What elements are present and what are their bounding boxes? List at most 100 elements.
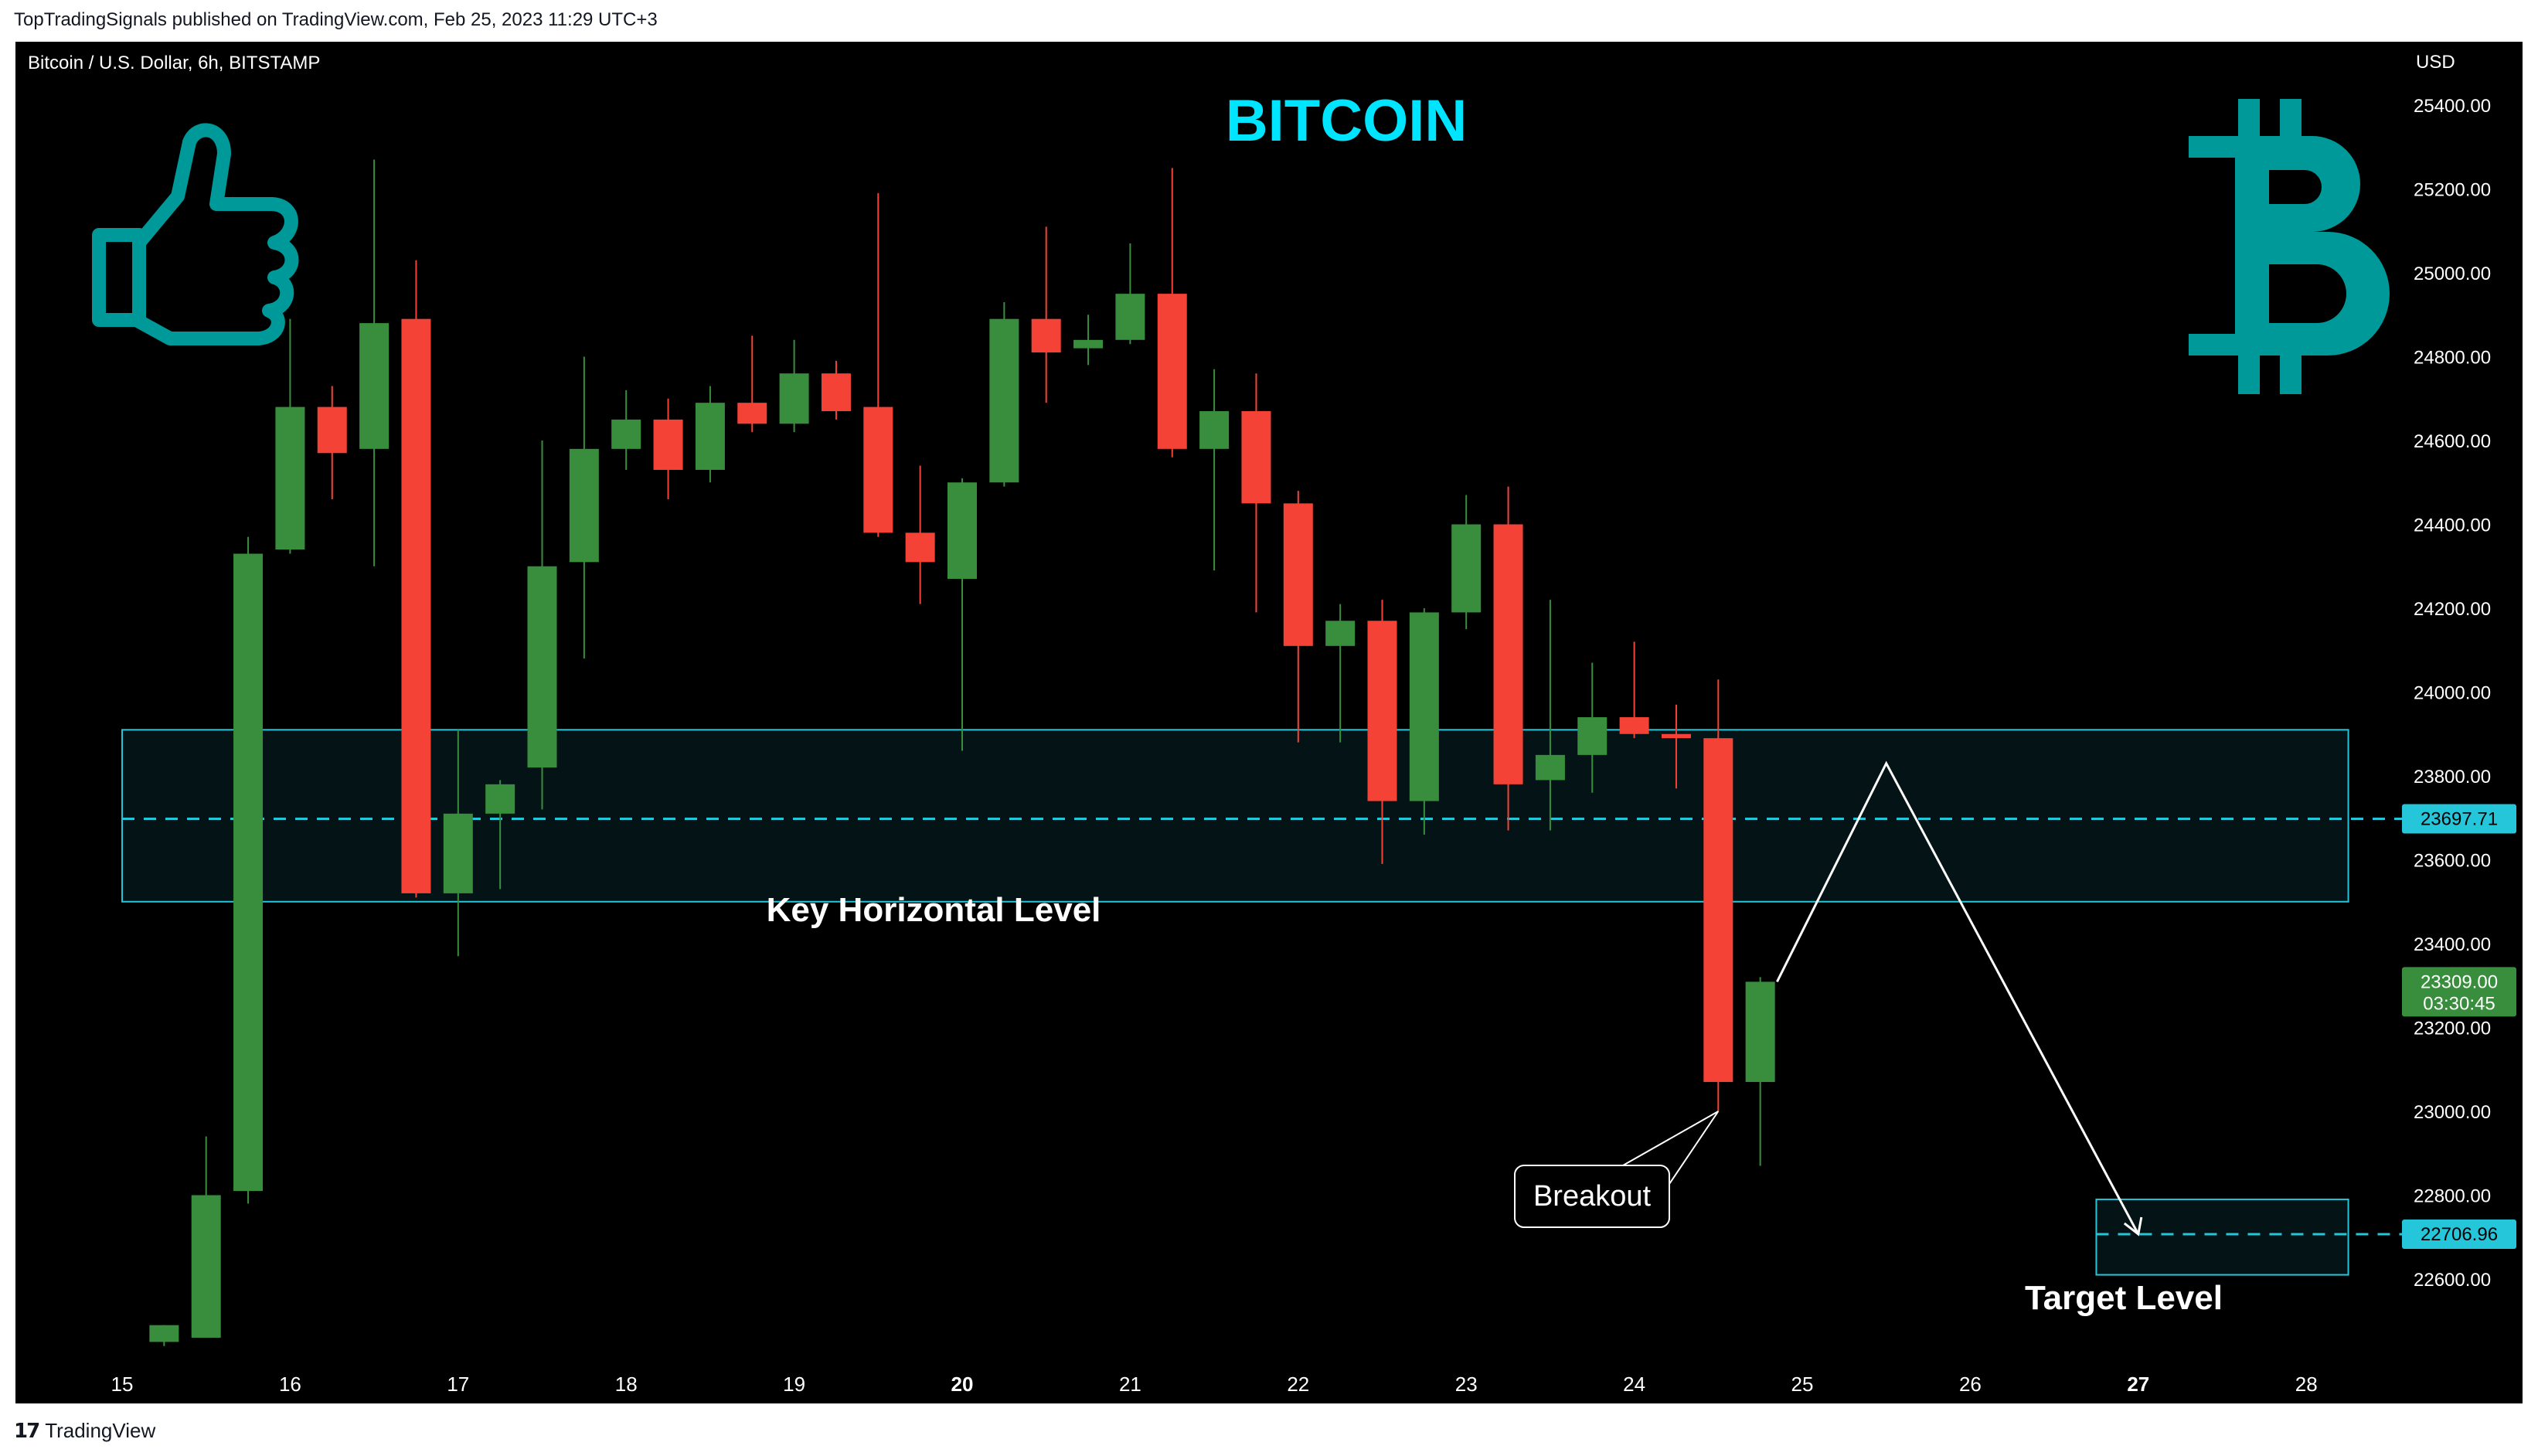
x-tick-label: 19: [783, 1373, 805, 1396]
y-tick-label: 24800.00: [2414, 348, 2491, 369]
bitcoin-icon-part: [2238, 346, 2260, 394]
bitcoin-icon-part: [2269, 170, 2346, 323]
candle-body: [905, 532, 935, 563]
target-level-label: Target Level: [2025, 1279, 2223, 1317]
current-price-tag: [2402, 967, 2516, 1017]
candle-body: [1703, 738, 1733, 1083]
y-tick-label: 24400.00: [2414, 515, 2491, 536]
candle-body: [1367, 621, 1397, 801]
tradingview-logo-icon: 𝟭𝟳: [14, 1419, 40, 1442]
key-level-zone: [121, 729, 2349, 903]
chart-title: BITCOIN: [1226, 88, 1467, 154]
candle-body: [779, 373, 809, 424]
candle-body: [1283, 503, 1313, 646]
candle-body: [359, 323, 390, 449]
candle-body: [1115, 294, 1145, 340]
bitcoin-icon-part: [2235, 136, 2269, 355]
candle-body: [611, 419, 641, 449]
candle-body: [1661, 733, 1691, 739]
y-tick-label: 22600.00: [2414, 1270, 2491, 1291]
y-tick-label: 24000.00: [2414, 683, 2491, 704]
candle-body: [317, 407, 347, 454]
bitcoin-icon-part: [2238, 99, 2260, 145]
y-tick-label: 25000.00: [2414, 264, 2491, 284]
projection-path: [1776, 760, 2140, 1235]
candle-body: [737, 403, 767, 424]
candle-body: [1619, 717, 1649, 734]
candlestick-chart[interactable]: Breakout Key Horizontal Level Target Level…: [15, 42, 2523, 1403]
y-tick-label: 23600.00: [2414, 851, 2491, 872]
x-tick-label: 17: [447, 1373, 469, 1396]
x-tick-label: 22: [1287, 1373, 1309, 1396]
x-tick-label: 24: [1623, 1373, 1645, 1396]
candle-body: [947, 482, 977, 580]
x-tick-label: 15: [111, 1373, 134, 1396]
bitcoin-icon: [2189, 99, 2390, 394]
candle-body: [401, 318, 431, 893]
candle-body: [233, 553, 264, 1192]
candle-body: [1073, 339, 1104, 349]
candle-body: [1199, 411, 1230, 449]
y-tick-label: 23200.00: [2414, 1019, 2491, 1039]
publisher-line: TopTradingSignals published on TradingVi…: [14, 9, 658, 30]
candle-body: [1535, 754, 1565, 781]
candle-body: [863, 407, 893, 533]
candle-body: [485, 784, 515, 814]
candle-body: [989, 318, 1019, 483]
key-level-price-tag-text: 23697.71: [2421, 808, 2498, 829]
x-tick-label: 18: [615, 1373, 638, 1396]
breakout-callout[interactable]: [1514, 1165, 1670, 1228]
x-tick-label: 20: [951, 1373, 974, 1396]
y-tick-label: 23800.00: [2414, 767, 2491, 788]
x-tick-label: 28: [2295, 1373, 2318, 1396]
candle-body: [1031, 318, 1061, 353]
y-tick-label: 23000.00: [2414, 1102, 2491, 1123]
y-tick-label: 24600.00: [2414, 431, 2491, 452]
thumbs-up-icon-part: [92, 228, 146, 327]
candle-body: [149, 1325, 179, 1342]
currency-label: USD: [2416, 52, 2455, 73]
candle-body: [1451, 524, 1482, 613]
candle-body: [191, 1195, 221, 1338]
chart-frame: [15, 42, 2523, 1403]
candle-body: [527, 566, 557, 768]
current-price-tag-text: 03:30:45: [2423, 993, 2495, 1014]
breakout-label: Breakout: [1533, 1180, 1652, 1213]
current-price-tag-text: 23309.00: [2421, 971, 2498, 992]
key-level-price-tag: [2402, 804, 2516, 834]
breakout-pointer: [1622, 1111, 1720, 1185]
candle-body: [653, 419, 683, 470]
candle-body: [275, 407, 305, 550]
x-tick-label: 16: [279, 1373, 301, 1396]
thumbs-up-icon-part: [132, 123, 299, 345]
symbol-label: Bitcoin / U.S. Dollar, 6h, BITSTAMP: [28, 53, 321, 73]
footer-brand[interactable]: TradingView: [45, 1419, 156, 1442]
y-tick-label: 22800.00: [2414, 1186, 2491, 1207]
candle-body: [1493, 524, 1523, 784]
y-tick-label: 23400.00: [2414, 934, 2491, 955]
y-tick-label: 24200.00: [2414, 599, 2491, 620]
candle-body: [1577, 717, 1608, 755]
candle-body: [1241, 411, 1271, 504]
candle-body: [1409, 612, 1439, 801]
candle-body: [1745, 981, 1775, 1083]
target-level-zone: [2095, 1198, 2349, 1276]
y-tick-label: 25200.00: [2414, 180, 2491, 201]
x-tick-label: 26: [1959, 1373, 1982, 1396]
target-level-price-tag-text: 22706.96: [2421, 1224, 2498, 1245]
candle-body: [821, 373, 851, 412]
bitcoin-icon-part: [2189, 334, 2235, 355]
x-tick-label: 25: [1791, 1373, 1814, 1396]
y-tick-label: 25400.00: [2414, 96, 2491, 117]
bitcoin-icon-part: [2189, 136, 2235, 158]
footer: 𝟭𝟳 TradingView: [14, 1419, 155, 1443]
x-tick-label: 27: [2127, 1373, 2149, 1396]
projection-arrowhead: [2123, 1216, 2143, 1237]
thumbs-up-icon: [92, 123, 299, 345]
candle-body: [569, 448, 599, 563]
target-level-price-tag: [2402, 1219, 2516, 1249]
candle-body: [1325, 621, 1356, 646]
candle-body: [695, 403, 725, 470]
candle-body: [1157, 294, 1187, 449]
x-tick-label: 23: [1455, 1373, 1478, 1396]
